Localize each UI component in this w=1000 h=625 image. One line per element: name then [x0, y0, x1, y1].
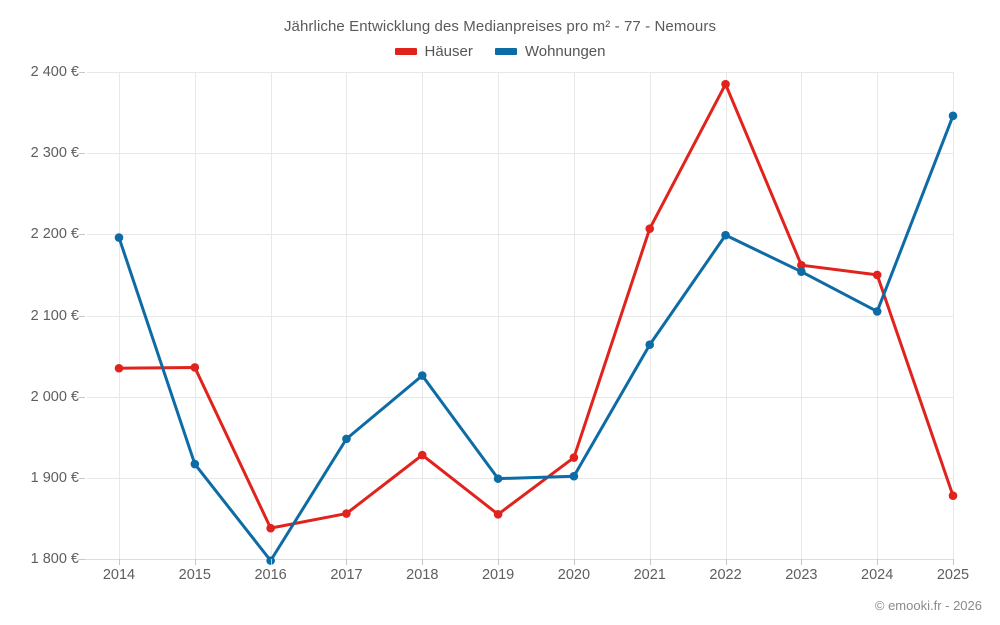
y-axis-tick-label: 2 300 € [30, 145, 79, 162]
y-axis-tick-mark [79, 477, 85, 479]
series-wohnungen [114, 111, 958, 565]
y-axis-tick-label: 2 400 € [30, 64, 79, 80]
x-axis-tick-mark [877, 559, 879, 565]
data-point[interactable] [342, 434, 351, 444]
data-point[interactable] [948, 491, 958, 500]
data-point[interactable] [190, 363, 200, 372]
data-point[interactable] [493, 474, 503, 483]
x-axis-tick-mark [953, 559, 954, 565]
y-axis-tick-mark [79, 315, 85, 317]
x-axis-tick-mark [649, 559, 651, 565]
gridline-vertical [953, 72, 954, 559]
gridline-horizontal [87, 396, 953, 398]
series-line [117, 114, 955, 563]
data-point[interactable] [342, 509, 351, 518]
gridline-vertical [346, 72, 348, 559]
y-axis-tick-mark [79, 153, 85, 155]
x-axis-tick-label: 2016 [254, 567, 287, 583]
y-axis-tick-label: 1 900 € [30, 469, 79, 486]
gridline-horizontal [87, 153, 953, 155]
y-axis-tick-mark [79, 234, 85, 236]
x-axis-tick-label: 2025 [936, 567, 970, 583]
x-axis-line [78, 559, 953, 560]
series-line [117, 82, 955, 530]
x-axis-tick-mark [498, 559, 500, 565]
y-axis-tick-label: 2 000 € [30, 388, 79, 405]
y-axis-tick-mark [79, 72, 85, 73]
x-axis-tick-label: 2023 [785, 567, 818, 583]
data-point[interactable] [872, 307, 882, 316]
data-point[interactable] [114, 233, 124, 242]
x-axis-tick-mark [422, 559, 424, 565]
x-axis-tick-mark [194, 559, 196, 565]
data-point[interactable] [417, 371, 427, 380]
gridline-vertical [270, 72, 272, 559]
legend-swatch-wohnungen [494, 48, 517, 55]
y-axis-tick-mark [79, 396, 85, 398]
data-point[interactable] [797, 260, 806, 270]
legend-label-hauser: Häuser [424, 43, 473, 60]
y-axis: 1 800 € 1 900 € 2 000 € 2 100 € 2 200 € 2 300… [0, 0, 79, 625]
gridline-vertical [119, 72, 120, 559]
gridline-horizontal [87, 234, 953, 236]
gridline-horizontal [87, 72, 953, 73]
gridline-vertical [498, 72, 500, 559]
data-point[interactable] [569, 471, 579, 481]
x-axis-tick-label: 2024 [861, 567, 894, 583]
x-axis-tick-label: 2021 [633, 567, 666, 583]
data-point[interactable] [190, 459, 200, 469]
x-axis-tick-mark [801, 559, 803, 565]
x-axis-tick-label: 2022 [709, 567, 742, 583]
x-axis-tick-label: 2018 [406, 567, 439, 583]
gridline-vertical [573, 72, 575, 559]
gridline-vertical [801, 72, 803, 559]
x-axis-tick-label: 2020 [557, 567, 591, 583]
gridline-vertical [725, 72, 727, 559]
data-point[interactable] [417, 450, 427, 460]
gridline-vertical [194, 72, 196, 559]
legend-item-wohnungen[interactable]: Wohnungen [494, 43, 606, 60]
data-point[interactable] [493, 510, 503, 519]
data-point[interactable] [266, 523, 275, 533]
data-point[interactable] [114, 363, 124, 373]
series-hauser [114, 79, 958, 533]
gridline-horizontal [87, 315, 953, 317]
data-point[interactable] [645, 224, 655, 233]
data-point[interactable] [872, 270, 882, 280]
chart-legend: Häuser Wohnungen [0, 44, 1000, 59]
footer-credit: © emooki.fr - 2026 [874, 598, 982, 613]
x-axis-tick-mark [725, 559, 727, 565]
data-point[interactable] [948, 111, 958, 121]
y-axis-tick-label: 2 200 € [30, 226, 79, 243]
x-axis-tick-label: 2014 [102, 567, 136, 583]
legend-swatch-hauser [394, 48, 417, 55]
x-axis-tick-label: 2017 [330, 567, 363, 583]
legend-label-wohnungen: Wohnungen [524, 43, 606, 60]
data-point[interactable] [797, 267, 806, 276]
x-axis-tick-mark [346, 559, 348, 565]
data-point[interactable] [721, 79, 730, 89]
gridline-vertical [422, 72, 424, 559]
data-point[interactable] [721, 230, 730, 240]
chart-title: Jährliche Entwicklung des Medianpreises … [283, 18, 717, 35]
y-axis-tick-label: 2 100 € [30, 307, 79, 324]
data-point[interactable] [569, 453, 579, 462]
x-axis-tick-label: 2019 [481, 567, 515, 583]
x-axis-tick-mark [573, 559, 575, 565]
gridline-vertical [649, 72, 651, 559]
data-point[interactable] [645, 340, 655, 350]
y-axis-tick-mark [79, 559, 85, 560]
y-axis-tick-label: 1 800 € [30, 551, 79, 567]
x-axis-tick-mark [270, 559, 272, 565]
x-axis-tick-mark [119, 559, 120, 565]
legend-item-hauser[interactable]: Häuser [394, 43, 473, 60]
x-axis-tick-label: 2015 [178, 567, 211, 583]
